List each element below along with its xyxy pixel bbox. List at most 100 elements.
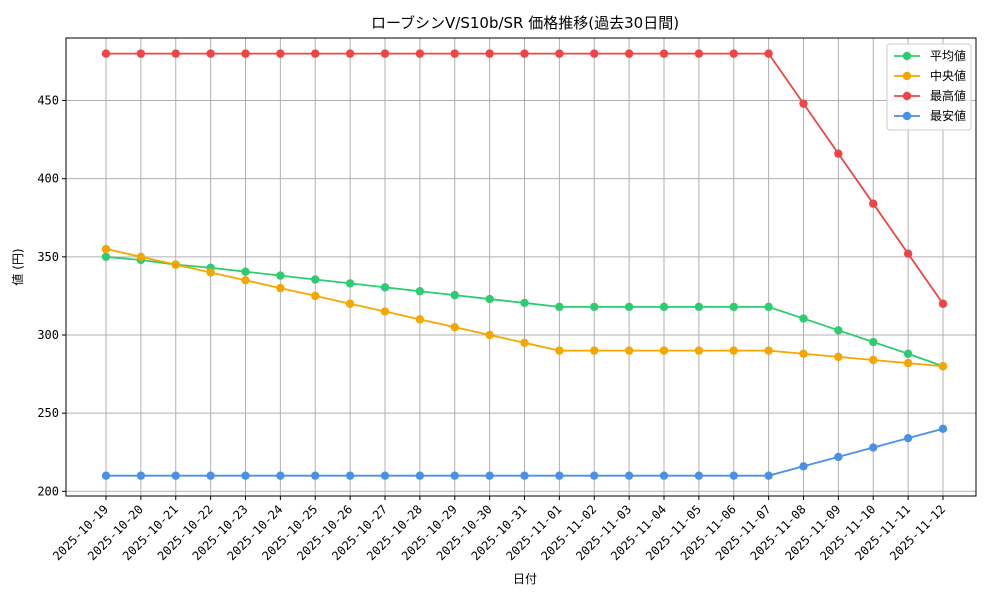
data-point <box>171 471 180 480</box>
data-point <box>171 260 180 269</box>
data-point <box>659 471 669 480</box>
data-point <box>869 443 878 452</box>
data-point <box>276 271 285 280</box>
y-tick-label: 300 <box>37 328 59 342</box>
data-point <box>903 249 913 258</box>
data-point <box>590 302 599 312</box>
data-point <box>903 349 913 358</box>
data-point <box>520 471 529 480</box>
data-point <box>520 49 529 58</box>
data-point <box>311 291 320 301</box>
legend-label: 中央値 <box>930 68 966 83</box>
y-axis: 200 250 300 350 400 450 <box>37 94 66 498</box>
data-point <box>450 49 459 58</box>
data-point <box>206 268 215 277</box>
legend-frame <box>886 43 972 131</box>
data-point <box>694 346 704 355</box>
y-tick-label: 400 <box>37 172 59 186</box>
data-point <box>729 471 738 480</box>
data-point <box>171 49 180 58</box>
data-point <box>729 49 738 58</box>
x-axis: 2025-10-192025-10-202025-10-212025-10-22… <box>50 496 948 563</box>
data-point <box>938 424 948 433</box>
data-point <box>520 338 529 348</box>
data-point <box>241 267 250 276</box>
data-point <box>694 302 704 312</box>
data-point <box>799 462 808 471</box>
data-point <box>834 326 843 335</box>
y-tick-label: 250 <box>37 406 59 420</box>
legend-item: 最高値 <box>894 88 966 103</box>
data-point <box>311 275 320 284</box>
data-point <box>345 279 355 288</box>
legend-item: 平均値 <box>894 48 966 63</box>
x-axis-label: 日付 <box>513 572 537 586</box>
legend-label: 最高値 <box>930 88 966 103</box>
data-point <box>624 471 634 480</box>
data-point <box>799 99 808 108</box>
y-axis-label: 値 (円) <box>10 248 25 285</box>
legend-swatch-marker <box>902 91 912 101</box>
data-point <box>590 49 599 58</box>
data-point <box>345 471 355 480</box>
data-point <box>659 346 669 355</box>
data-point <box>311 471 320 480</box>
data-point <box>555 471 564 480</box>
y-tick-label: 450 <box>37 94 59 108</box>
series-3 <box>101 424 948 480</box>
chart-title: ローブシンV/S10b/SR 価格推移(過去30日間) <box>371 14 679 32</box>
data-point <box>415 287 425 296</box>
data-point <box>694 471 704 480</box>
data-point <box>415 315 425 324</box>
series-2 <box>101 49 948 308</box>
data-point <box>799 349 808 358</box>
legend-swatch-marker <box>902 51 912 61</box>
data-point <box>450 322 459 332</box>
data-point <box>764 302 773 312</box>
data-point <box>380 307 390 316</box>
legend-swatch-marker <box>902 111 912 121</box>
data-point <box>555 302 564 312</box>
data-point <box>869 337 878 347</box>
grid-lines <box>66 38 976 496</box>
data-point <box>241 471 250 480</box>
legend-item: 最安値 <box>894 108 966 123</box>
data-point <box>729 302 738 312</box>
data-point <box>276 49 285 58</box>
data-point <box>555 346 564 355</box>
data-point <box>624 346 634 355</box>
data-point <box>415 471 425 480</box>
data-point <box>450 290 459 300</box>
legend-item: 中央値 <box>894 68 966 83</box>
data-point <box>345 299 355 308</box>
data-point <box>101 244 111 254</box>
data-point <box>624 49 634 58</box>
data-point <box>311 49 320 58</box>
y-tick-label: 350 <box>37 250 59 264</box>
data-point <box>938 299 948 308</box>
series-layer <box>101 49 948 480</box>
data-point <box>764 471 773 480</box>
data-point <box>729 346 738 355</box>
legend-swatch-marker <box>902 71 912 81</box>
data-point <box>555 49 564 58</box>
data-point <box>380 283 390 292</box>
data-point <box>206 49 215 58</box>
plot-area-frame <box>65 37 977 497</box>
data-point <box>659 49 669 58</box>
data-point <box>834 452 843 462</box>
data-point <box>241 49 250 58</box>
data-point <box>485 330 494 340</box>
data-point <box>136 49 146 58</box>
data-point <box>276 283 285 293</box>
data-point <box>450 471 459 480</box>
data-point <box>694 49 704 58</box>
data-point <box>903 433 913 443</box>
data-point <box>241 276 250 285</box>
data-point <box>345 49 355 58</box>
data-point <box>485 471 494 480</box>
data-point <box>136 471 146 480</box>
data-point <box>834 149 843 158</box>
